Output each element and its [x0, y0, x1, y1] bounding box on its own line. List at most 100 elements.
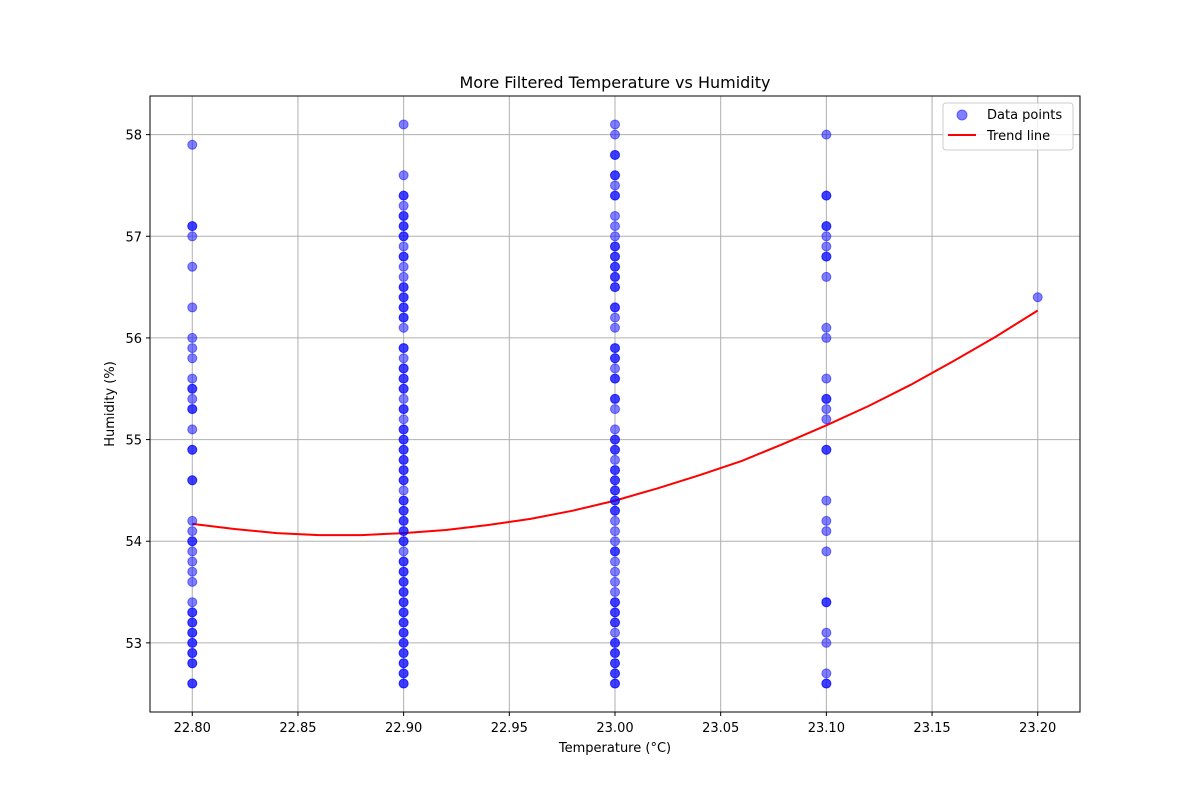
data-point — [398, 292, 409, 303]
data-point — [187, 627, 198, 638]
x-tick-label: 22.90 — [385, 721, 422, 736]
data-point — [610, 536, 620, 547]
data-point — [398, 282, 409, 293]
data-point — [610, 282, 620, 293]
data-point — [187, 597, 198, 608]
data-point — [821, 546, 832, 557]
data-point — [187, 648, 198, 659]
y-axis-ticks: 53 54 55 56 57 58 — [125, 129, 150, 652]
x-tick-label: 23.15 — [913, 721, 950, 736]
data-point — [187, 444, 198, 455]
data-point — [610, 424, 620, 435]
data-point — [610, 251, 620, 262]
data-point — [610, 495, 620, 506]
data-point — [398, 363, 409, 374]
data-point — [610, 129, 620, 140]
data-point — [610, 170, 620, 181]
data-point — [398, 119, 409, 130]
data-point — [821, 190, 832, 201]
data-point — [187, 678, 198, 689]
data-point — [821, 251, 832, 262]
data-point — [398, 648, 409, 659]
data-point — [610, 505, 620, 516]
data-point — [610, 149, 620, 160]
data-point — [398, 343, 409, 354]
data-point — [398, 261, 409, 272]
data-point — [187, 475, 198, 486]
data-point — [398, 495, 409, 506]
data-point — [187, 515, 198, 526]
data-point — [187, 393, 198, 404]
data-point — [610, 241, 620, 252]
x-tick-label: 23.05 — [702, 721, 739, 736]
data-point — [610, 373, 620, 384]
data-point — [610, 119, 620, 130]
data-point — [398, 505, 409, 516]
data-point — [610, 190, 620, 201]
data-point — [610, 271, 620, 282]
data-point — [398, 251, 409, 262]
data-point — [187, 221, 198, 232]
data-point — [398, 200, 409, 211]
data-point — [398, 241, 409, 252]
data-point — [610, 261, 620, 272]
y-tick-label: 54 — [125, 535, 142, 550]
data-point — [187, 353, 198, 364]
data-point — [398, 434, 409, 445]
data-point — [398, 658, 409, 669]
data-point — [187, 139, 198, 150]
data-point — [610, 526, 620, 537]
data-point — [398, 678, 409, 689]
legend-box — [942, 102, 1074, 151]
y-tick-label: 53 — [125, 637, 142, 652]
legend-label-trend-line: Trend line — [986, 129, 1050, 144]
x-tick-label: 22.95 — [491, 721, 528, 736]
data-point — [821, 221, 832, 232]
x-tick-label: 23.10 — [808, 721, 845, 736]
data-point — [821, 373, 832, 384]
data-point — [398, 485, 409, 496]
data-point — [821, 322, 832, 333]
data-point — [398, 383, 409, 394]
data-point — [821, 627, 832, 638]
data-point — [610, 322, 620, 333]
data-point — [610, 363, 620, 374]
data-point — [610, 434, 620, 445]
data-point — [398, 475, 409, 486]
data-point — [187, 607, 198, 618]
data-point — [610, 454, 620, 465]
data-point — [398, 312, 409, 323]
data-point — [821, 637, 832, 648]
data-point — [398, 617, 409, 628]
data-point — [610, 515, 620, 526]
x-axis-label: Temperature (°C) — [558, 741, 671, 756]
y-tick-label: 58 — [125, 129, 142, 144]
data-point — [187, 566, 198, 577]
data-point — [398, 465, 409, 476]
data-point — [610, 556, 620, 567]
data-point — [1032, 292, 1043, 303]
data-point — [398, 668, 409, 679]
chart-title: More Filtered Temperature vs Humidity — [460, 73, 771, 92]
data-point — [610, 312, 620, 323]
data-point — [398, 221, 409, 232]
data-point — [398, 627, 409, 638]
data-point — [398, 353, 409, 364]
data-point — [187, 332, 198, 343]
data-point — [398, 556, 409, 567]
data-point — [610, 221, 620, 232]
y-axis-label: Humidity (%) — [103, 361, 118, 447]
data-point — [398, 231, 409, 242]
legend-marker-data-points — [956, 109, 968, 121]
data-point — [187, 658, 198, 669]
data-point — [398, 576, 409, 587]
x-tick-label: 23.00 — [596, 721, 633, 736]
data-point — [610, 587, 620, 598]
data-point — [398, 536, 409, 547]
data-point — [821, 414, 832, 425]
data-point — [610, 658, 620, 669]
data-point — [821, 241, 832, 252]
data-point — [398, 393, 409, 404]
y-tick-label: 57 — [125, 230, 142, 245]
